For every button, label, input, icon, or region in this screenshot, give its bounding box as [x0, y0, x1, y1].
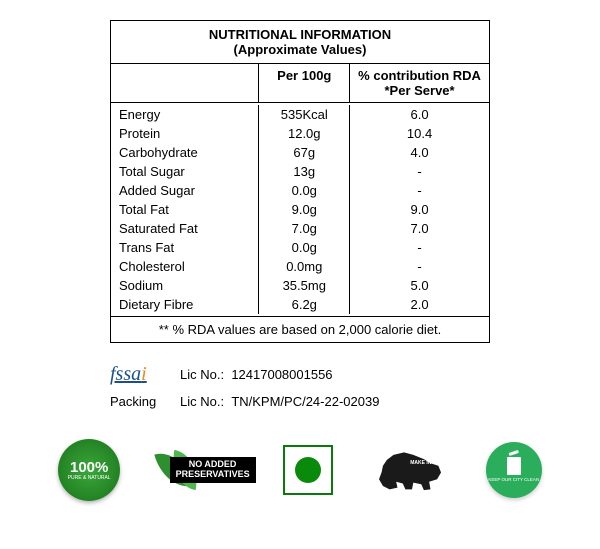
per-100g-value: 9.0g: [258, 200, 349, 219]
packing-row: Packing Lic No.: TN/KPM/PC/24-22-02039: [110, 394, 490, 409]
table-row: Added Sugar0.0g-: [111, 181, 489, 200]
nutrient-name: Energy: [111, 105, 258, 124]
packing-label: Packing: [110, 394, 162, 409]
table-row: Sodium35.5mg5.0: [111, 276, 489, 295]
per-100g-value: 535Kcal: [258, 105, 349, 124]
nutrient-name: Added Sugar: [111, 181, 258, 200]
nutrient-name: Saturated Fat: [111, 219, 258, 238]
packing-lic-label: Lic No.:: [180, 394, 224, 409]
rda-value: 10.4: [349, 124, 489, 143]
keep-clean-text: KEEP OUR CITY CLEAN: [488, 478, 539, 483]
badge-natural-icon: 100% PURE & NATURAL: [58, 439, 120, 501]
make-in-india-text: MAKE IN INDIA: [410, 461, 446, 466]
rda-value: -: [349, 257, 489, 276]
table-row: Total Fat9.0g9.0: [111, 200, 489, 219]
table-row: Cholesterol0.0mg-: [111, 257, 489, 276]
nutrient-name: Sodium: [111, 276, 258, 295]
rda-value: -: [349, 181, 489, 200]
badge-veg-mark-icon: [283, 445, 333, 495]
header-col-nutrient: [111, 64, 258, 102]
fssai-row: fssai Lic No.: 12417008001556: [110, 363, 490, 386]
natural-text: PURE & NATURAL: [68, 476, 111, 482]
natural-100: 100%: [70, 459, 108, 476]
per-100g-value: 7.0g: [258, 219, 349, 238]
veg-dot-icon: [295, 457, 321, 483]
table-row: Protein12.0g10.4: [111, 124, 489, 143]
per-100g-value: 12.0g: [258, 124, 349, 143]
table-row: Energy535Kcal6.0: [111, 105, 489, 124]
nutrient-name: Carbohydrate: [111, 143, 258, 162]
per-100g-value: 0.0g: [258, 181, 349, 200]
lion-silhouette-icon: [376, 449, 442, 491]
per-100g-value: 67g: [258, 143, 349, 162]
table-row: Saturated Fat7.0g7.0: [111, 219, 489, 238]
per-100g-value: 35.5mg: [258, 276, 349, 295]
table-header: Per 100g % contribution RDA *Per Serve*: [111, 64, 489, 103]
no-preservatives-text: NO ADDED PRESERVATIVES: [170, 457, 256, 483]
table-body: Energy535Kcal6.0Protein12.0g10.4Carbohyd…: [111, 103, 489, 316]
badge-no-preservatives-icon: NO ADDED PRESERVATIVES: [157, 442, 247, 498]
rda-value: 7.0: [349, 219, 489, 238]
header-rda-line2: *Per Serve*: [358, 83, 481, 98]
packing-lic-no: TN/KPM/PC/24-22-02039: [231, 394, 379, 409]
nutrition-table: NUTRITIONAL INFORMATION (Approximate Val…: [110, 20, 490, 343]
nutrient-name: Cholesterol: [111, 257, 258, 276]
header-col-rda: % contribution RDA *Per Serve*: [349, 64, 489, 102]
per-100g-value: 13g: [258, 162, 349, 181]
rda-value: 6.0: [349, 105, 489, 124]
header-rda-line1: % contribution RDA: [358, 68, 481, 83]
badge-keep-clean-icon: KEEP OUR CITY CLEAN: [486, 442, 542, 498]
table-row: Dietary Fibre6.2g2.0: [111, 295, 489, 314]
table-row: Trans Fat0.0g-: [111, 238, 489, 257]
rda-value: 4.0: [349, 143, 489, 162]
rda-value: -: [349, 238, 489, 257]
nutrient-name: Protein: [111, 124, 258, 143]
rda-value: 2.0: [349, 295, 489, 314]
fssai-lic-label: Lic No.:: [180, 367, 224, 382]
per-100g-value: 0.0mg: [258, 257, 349, 276]
fssai-lic-no: 12417008001556: [231, 367, 332, 382]
rda-value: 9.0: [349, 200, 489, 219]
table-title: NUTRITIONAL INFORMATION (Approximate Val…: [111, 21, 489, 64]
header-col-per100g: Per 100g: [258, 64, 349, 102]
nutrient-name: Trans Fat: [111, 238, 258, 257]
per-100g-value: 0.0g: [258, 238, 349, 257]
table-footer: ** % RDA values are based on 2,000 calor…: [111, 316, 489, 342]
per-100g-value: 6.2g: [258, 295, 349, 314]
nutrient-name: Total Fat: [111, 200, 258, 219]
rda-value: -: [349, 162, 489, 181]
fssai-logo: fssai: [110, 363, 162, 386]
nutrient-name: Total Sugar: [111, 162, 258, 181]
title-line-2: (Approximate Values): [111, 42, 489, 57]
title-line-1: NUTRITIONAL INFORMATION: [111, 27, 489, 42]
badge-make-in-india-icon: MAKE IN INDIA: [369, 443, 449, 497]
badges-row: 100% PURE & NATURAL NO ADDED PRESERVATIV…: [40, 439, 560, 501]
table-row: Total Sugar13g-: [111, 162, 489, 181]
license-section: fssai Lic No.: 12417008001556 Packing Li…: [110, 363, 490, 409]
table-row: Carbohydrate67g4.0: [111, 143, 489, 162]
dustbin-icon: [507, 457, 521, 475]
nutrient-name: Dietary Fibre: [111, 295, 258, 314]
rda-value: 5.0: [349, 276, 489, 295]
